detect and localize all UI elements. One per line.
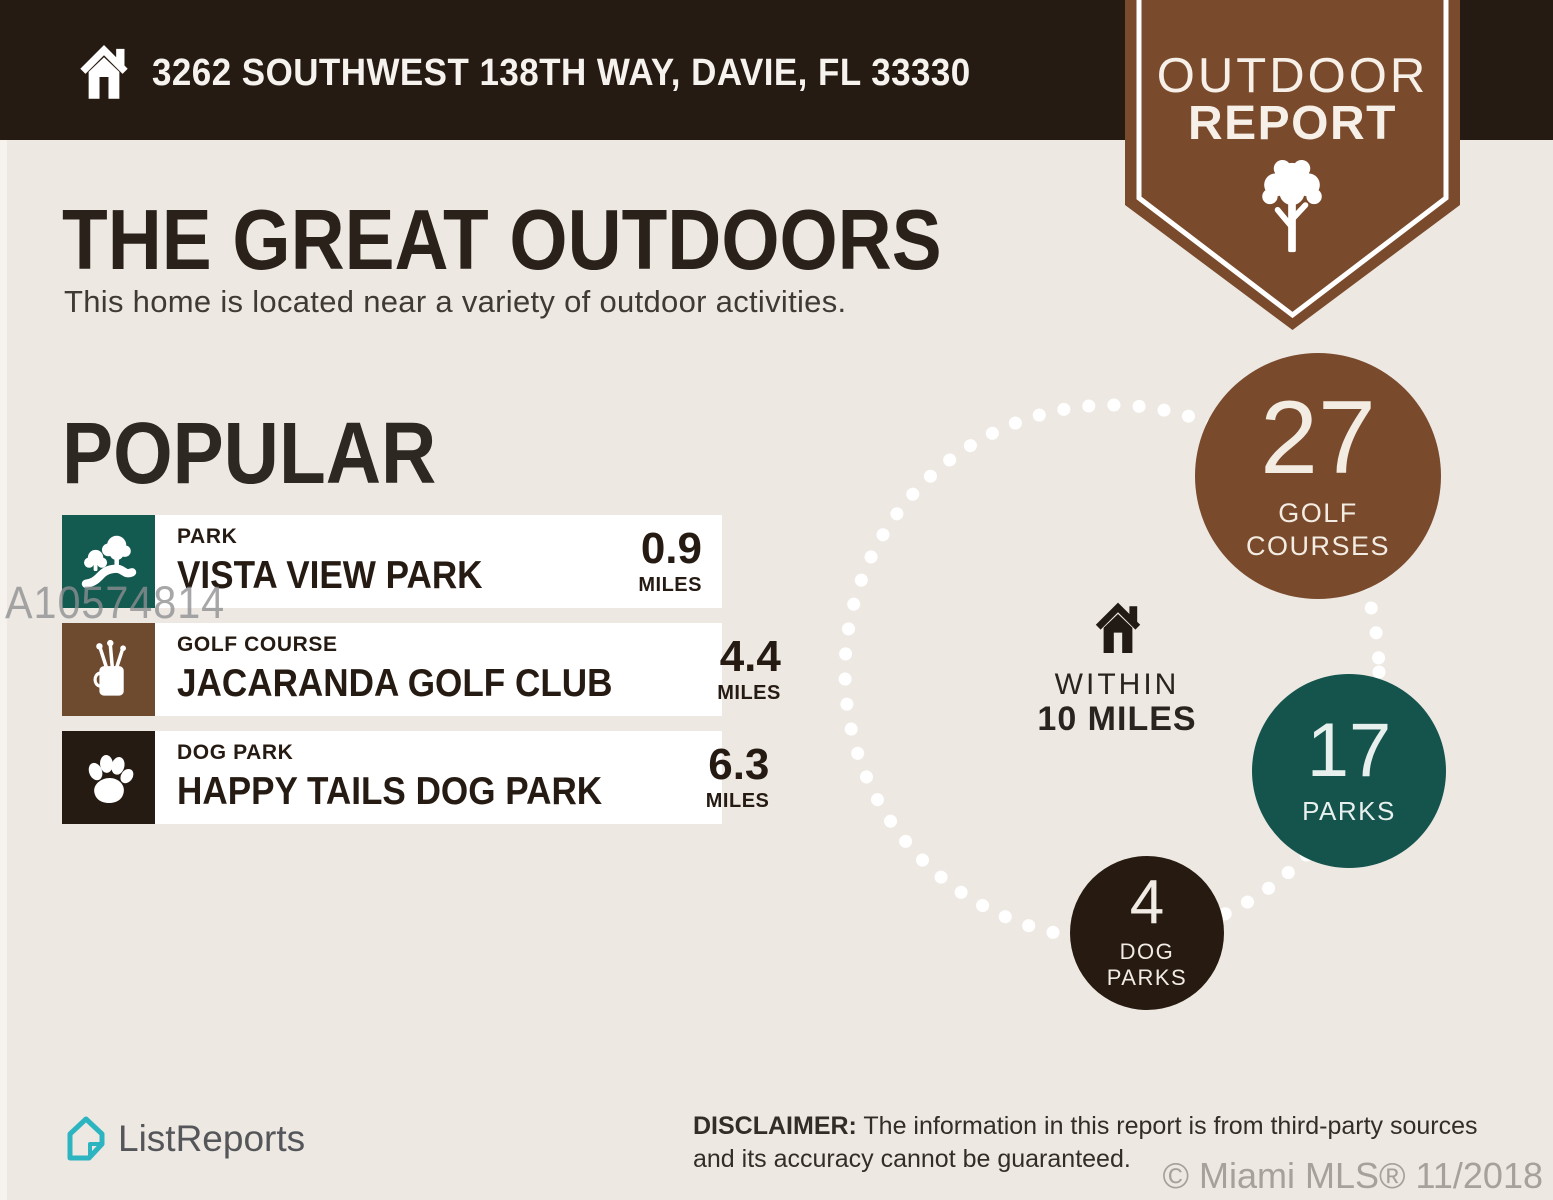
home-icon	[80, 45, 128, 99]
dog-parks-count: 4	[1129, 867, 1165, 937]
listreports-logo-text: ListReports	[118, 1118, 306, 1159]
property-address: 3262 SOUTHWEST 138TH WAY, DAVIE, FL 3333…	[152, 52, 971, 94]
disclaimer-body: The information in this report is from t…	[693, 1112, 1478, 1173]
dog-park-info: DOG PARK HAPPY TAILS DOG PARK	[155, 731, 649, 824]
distance-value: 6.3	[708, 739, 770, 789]
park-trees-icon	[81, 535, 136, 588]
park-info: PARK VISTA VIEW PARK	[155, 515, 582, 608]
list-item-park: PARK VISTA VIEW PARK 0.9 MILES	[62, 515, 722, 608]
golf-courses-stat-circle: 27 GOLF COURSES	[1195, 353, 1441, 599]
popular-heading: POPULAR	[62, 405, 437, 502]
parks-label: PARKS	[1302, 796, 1396, 828]
golf-tile	[62, 623, 155, 716]
distance-value: 0.9	[640, 523, 702, 573]
park-distance: 0.9 MILES	[582, 515, 722, 608]
page-title: THE GREAT OUTDOORS	[62, 193, 942, 288]
mls-watermark: A10574814	[5, 577, 226, 628]
ribbon-title-line1: OUTDOOR	[1156, 49, 1429, 103]
listreports-logo-icon	[67, 1116, 105, 1161]
mls-copyright: © Miami MLS® 11/2018	[1162, 1155, 1543, 1196]
golf-bag-icon	[92, 639, 126, 696]
golf-courses-label: GOLF COURSES	[1246, 497, 1390, 563]
paw-icon	[88, 754, 133, 803]
distance-unit: MILES	[638, 573, 702, 596]
label-line1: PARKS	[1302, 795, 1396, 826]
house-icon	[1095, 602, 1141, 653]
list-item-golf: GOLF COURSE JACARANDA GOLF CLUB 4.4 MILE…	[62, 623, 781, 716]
page-subtitle: This home is located near a variety of o…	[64, 284, 847, 319]
radius-label: 10 MILES	[1037, 700, 1197, 738]
label-line2: COURSES	[1245, 530, 1391, 561]
disclaimer-text: DISCLAIMER: The information in this repo…	[693, 1110, 1493, 1175]
category-label: DOG PARK	[177, 741, 294, 764]
label-line2: PARKS	[1106, 965, 1188, 991]
tree-icon	[1262, 159, 1322, 253]
dog-park-tile	[62, 731, 155, 824]
label-line1: GOLF	[1278, 497, 1358, 528]
ribbon-title-line2: REPORT	[1187, 97, 1397, 150]
golf-distance: 4.4 MILES	[661, 623, 801, 716]
parks-stat-circle: 17 PARKS	[1252, 674, 1446, 868]
disclaimer-label: DISCLAIMER:	[693, 1112, 857, 1140]
dog-park-distance: 6.3 MILES	[649, 731, 789, 824]
golf-info: GOLF COURSE JACARANDA GOLF CLUB	[155, 623, 661, 716]
dog-parks-label: DOG PARKS	[1107, 939, 1187, 993]
list-item-dog-park: DOG PARK HAPPY TAILS DOG PARK 6.3 MILES	[62, 731, 769, 824]
popular-list: PARK VISTA VIEW PARK 0.9 MILES	[62, 515, 781, 839]
within-label: WITHIN	[1054, 668, 1180, 701]
distance-unit: MILES	[717, 681, 781, 704]
park-tile	[62, 515, 155, 608]
left-edge-strip	[0, 140, 7, 1200]
place-name: JACARANDA GOLF CLUB	[177, 662, 613, 705]
label-line1: DOG	[1119, 938, 1175, 964]
category-label: GOLF COURSE	[177, 633, 338, 656]
dog-parks-stat-circle: 4 DOG PARKS	[1070, 856, 1224, 1010]
distance-value: 4.4	[719, 631, 781, 681]
category-label: PARK	[177, 525, 238, 548]
parks-count: 17	[1306, 707, 1392, 793]
place-name: VISTA VIEW PARK	[177, 554, 483, 597]
distance-unit: MILES	[705, 789, 770, 812]
place-name: HAPPY TAILS DOG PARK	[177, 770, 603, 813]
golf-courses-count: 27	[1260, 380, 1376, 497]
